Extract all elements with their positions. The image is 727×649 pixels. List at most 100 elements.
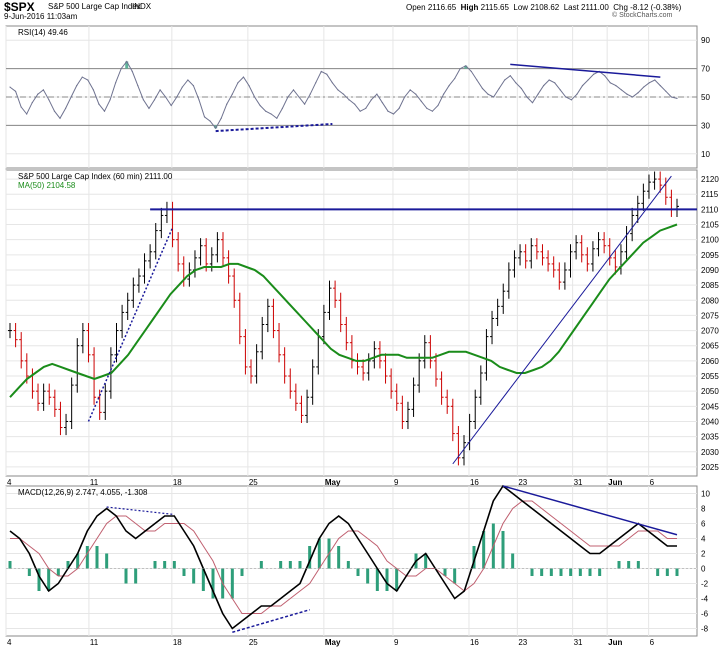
rsi-point [159, 89, 161, 91]
macd-histogram-bar [337, 546, 341, 569]
rsi-resistance-trendline [510, 63, 661, 78]
x-tick-label: May [325, 478, 341, 487]
rsi-point [20, 106, 22, 108]
index-name: S&P 500 Large Cap Index [48, 2, 141, 11]
rsi-point [504, 79, 506, 81]
y-tick-label: 10 [701, 150, 710, 159]
rsi-point [64, 107, 67, 109]
rsi-point [604, 75, 606, 77]
rsi-point [587, 79, 589, 81]
rsi-point [409, 89, 411, 91]
rsi-point [565, 96, 567, 98]
rsi-point [226, 103, 228, 105]
y-tick-label: -4 [701, 595, 709, 604]
macd-histogram-bar [385, 568, 389, 591]
x-tick-label: Jun [608, 478, 622, 487]
x-tick-label: 16 [470, 478, 479, 487]
macd-histogram-bar [375, 568, 379, 591]
x-tick-label: 9 [394, 478, 399, 487]
y-tick-label: -8 [701, 625, 709, 634]
rsi-point [192, 85, 195, 87]
rsi-point [454, 77, 456, 80]
macd-histogram-bar [259, 561, 263, 569]
macd-histogram-bar [76, 553, 80, 569]
y-tick-label: 2040 [701, 417, 719, 426]
rsi-point [437, 104, 439, 107]
rsi-point [570, 99, 572, 101]
rsi-point [298, 96, 300, 98]
rsi-point [526, 96, 528, 98]
macd-histogram-bar [298, 561, 302, 569]
high-value: 2115.65 [480, 3, 509, 12]
macd-histogram-bar [511, 553, 515, 569]
y-tick-label: 2085 [701, 281, 719, 290]
macd-histogram-bar [675, 568, 679, 576]
rsi-point [209, 120, 211, 122]
macd-histogram-bar [288, 561, 292, 569]
y-tick-label: 0 [701, 565, 706, 574]
x-tick-label: 4 [7, 478, 12, 487]
x-tick-label: 11 [90, 638, 99, 647]
rsi-point [248, 85, 250, 87]
x-tick-label: 11 [90, 478, 99, 487]
rsi-point [59, 117, 61, 119]
rsi-point [643, 86, 645, 88]
x-tick-label: 18 [173, 478, 182, 487]
rsi-point [103, 110, 106, 112]
macd-histogram-bar [598, 568, 602, 576]
rsi-point [515, 82, 517, 84]
rsi-point [109, 99, 111, 101]
rsi-point [253, 96, 256, 98]
rsi-point [609, 82, 611, 84]
y-tick-label: -6 [701, 610, 709, 619]
last-label: Last [563, 3, 579, 12]
rsi-point [37, 93, 39, 95]
macd-histogram-bar [85, 546, 89, 569]
may-support-trendline [452, 175, 672, 465]
y-tick-label: 2090 [701, 266, 719, 275]
rsi-point [203, 116, 206, 118]
x-tick-label: 25 [249, 638, 258, 647]
rsi-point [398, 107, 400, 109]
rsi-point [576, 93, 578, 95]
rsi-point [165, 96, 167, 98]
rsi-point [381, 102, 384, 104]
symbol-title: $SPX [4, 0, 35, 14]
macd-histogram-bar [665, 568, 669, 576]
rsi-point [659, 85, 661, 87]
rsi-point [492, 96, 495, 98]
macd-histogram-bar [443, 568, 447, 576]
high-label: High [460, 3, 479, 12]
rsi-point [354, 103, 356, 105]
macd-histogram-bar [636, 561, 640, 569]
rsi-point [187, 79, 189, 81]
macd-histogram-bar [8, 561, 12, 569]
rsi-point [148, 107, 150, 109]
macd-histogram-bar [47, 568, 51, 591]
rsi-point [137, 85, 139, 87]
y-tick-label: 2060 [701, 357, 719, 366]
y-tick-label: -2 [701, 580, 709, 589]
rsi-point [276, 117, 278, 119]
macd-declining-trendline [502, 485, 678, 536]
rsi-point [98, 103, 100, 105]
rsi-point [531, 102, 534, 104]
x-tick-label: 23 [518, 638, 527, 647]
april-dotted-trendline [87, 227, 174, 422]
rsi-point [242, 76, 245, 78]
macd-histogram-bar [172, 561, 176, 569]
macd-histogram-bar [37, 568, 41, 591]
rsi-point [520, 87, 522, 90]
rsi-point [448, 85, 450, 87]
y-tick-label: 2110 [701, 205, 719, 214]
rsi-point [670, 96, 673, 98]
rsi-point [442, 93, 445, 95]
rsi-point [231, 93, 233, 95]
rsi-point [392, 113, 395, 115]
y-tick-label: 2025 [701, 463, 719, 472]
macd-histogram-bar [627, 561, 631, 569]
rsi-point [120, 68, 122, 70]
rsi-point [326, 73, 328, 75]
rsi-point [359, 110, 361, 112]
